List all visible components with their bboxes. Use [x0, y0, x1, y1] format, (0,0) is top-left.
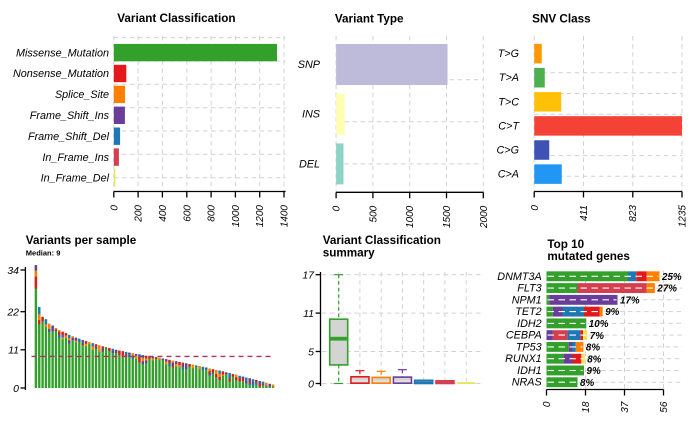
svg-text:1400: 1400: [280, 205, 291, 228]
svg-text:0: 0: [332, 205, 343, 211]
svg-text:IDH2: IDH2: [517, 318, 542, 330]
svg-text:Variant Type: Variant Type: [335, 12, 404, 25]
svg-text:8%: 8%: [587, 354, 601, 365]
svg-text:0: 0: [542, 401, 553, 407]
svg-text:INS: INS: [302, 109, 321, 121]
svg-text:Nonsense_Mutation: Nonsense_Mutation: [13, 68, 109, 80]
svg-text:27%: 27%: [656, 284, 677, 295]
svg-text:SNV Class: SNV Class: [532, 12, 591, 25]
svg-text:200: 200: [134, 205, 145, 223]
svg-text:1235: 1235: [678, 205, 689, 228]
svg-text:18: 18: [581, 401, 592, 413]
svg-text:RUNX1: RUNX1: [505, 353, 542, 365]
svg-text:34: 34: [7, 265, 19, 277]
svg-text:0: 0: [109, 205, 120, 211]
svg-text:TET2: TET2: [515, 306, 541, 318]
svg-text:0: 0: [308, 378, 314, 390]
svg-text:Variant Classification: Variant Classification: [117, 12, 235, 25]
svg-text:IDH1: IDH1: [517, 365, 542, 377]
svg-text:In_Frame_Ins: In_Frame_Ins: [42, 152, 109, 164]
svg-text:37: 37: [620, 401, 631, 413]
svg-text:T>G: T>G: [498, 48, 519, 60]
svg-text:In_Frame_Del: In_Frame_Del: [41, 173, 110, 185]
svg-text:T>A: T>A: [499, 72, 519, 84]
svg-text:Splice_Site: Splice_Site: [55, 89, 109, 101]
svg-text:8%: 8%: [586, 343, 600, 354]
svg-text:NRAS: NRAS: [512, 377, 543, 389]
svg-text:600: 600: [182, 205, 193, 222]
svg-text:Frame_Shift_Del: Frame_Shift_Del: [28, 131, 110, 143]
svg-text:1200: 1200: [255, 205, 266, 228]
svg-text:Median: 9: Median: 9: [26, 248, 61, 257]
svg-text:11: 11: [303, 308, 314, 320]
svg-text:Missense_Mutation: Missense_Mutation: [16, 47, 109, 59]
svg-text:10%: 10%: [589, 319, 609, 330]
svg-text:T>C: T>C: [498, 96, 519, 108]
svg-text:17%: 17%: [620, 295, 640, 306]
svg-text:400: 400: [158, 205, 169, 222]
svg-text:0: 0: [530, 205, 541, 211]
svg-text:summary: summary: [323, 246, 375, 259]
svg-text:Variant Classification: Variant Classification: [323, 234, 441, 247]
svg-text:FLT3: FLT3: [517, 283, 541, 295]
svg-text:CEBPA: CEBPA: [506, 330, 542, 342]
svg-text:Frame_Shift_Ins: Frame_Shift_Ins: [30, 110, 110, 122]
svg-text:11: 11: [8, 345, 19, 357]
svg-text:SNP: SNP: [298, 59, 321, 71]
svg-text:C>T: C>T: [498, 120, 520, 132]
svg-text:C>G: C>G: [496, 145, 519, 157]
svg-text:DNMT3A: DNMT3A: [497, 271, 541, 283]
svg-text:5: 5: [308, 346, 314, 358]
svg-text:7%: 7%: [590, 331, 604, 342]
svg-text:NPM1: NPM1: [512, 294, 542, 306]
svg-text:22: 22: [6, 307, 19, 319]
svg-text:DEL: DEL: [299, 158, 320, 170]
svg-text:TP53: TP53: [516, 341, 542, 353]
svg-text:1000: 1000: [231, 205, 242, 228]
svg-text:500: 500: [368, 205, 379, 222]
svg-text:1000: 1000: [405, 205, 416, 228]
svg-text:Variants per sample: Variants per sample: [26, 234, 137, 247]
svg-text:1500: 1500: [442, 205, 453, 228]
svg-text:2000: 2000: [479, 205, 490, 229]
svg-text:800: 800: [207, 205, 218, 222]
svg-text:823: 823: [628, 205, 639, 222]
svg-text:0: 0: [13, 383, 19, 395]
svg-text:C>A: C>A: [498, 169, 519, 181]
svg-text:56: 56: [659, 401, 670, 413]
svg-text:25%: 25%: [661, 272, 682, 283]
svg-text:Top 10: Top 10: [547, 238, 584, 251]
svg-text:9%: 9%: [605, 307, 619, 318]
svg-text:17: 17: [302, 270, 315, 282]
svg-text:411: 411: [579, 205, 590, 221]
svg-text:9%: 9%: [587, 366, 601, 377]
svg-text:8%: 8%: [580, 378, 594, 389]
svg-text:mutated genes: mutated genes: [547, 250, 630, 263]
